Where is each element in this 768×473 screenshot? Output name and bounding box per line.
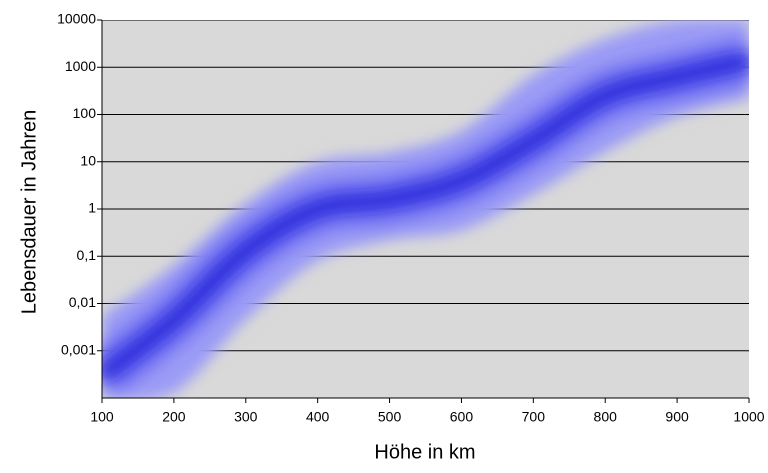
x-axis-title: Höhe in km <box>374 441 475 463</box>
median-line <box>102 55 749 380</box>
plot <box>102 20 749 398</box>
x-tick-label: 600 <box>450 409 474 425</box>
y-tick-label: 100 <box>73 105 97 121</box>
x-tick-label: 1000 <box>733 409 764 425</box>
y-tick-label: 1000 <box>65 58 96 74</box>
x-tick-label: 100 <box>90 409 114 425</box>
x-tick-label: 400 <box>306 409 330 425</box>
y-tick-label: 10000 <box>57 11 96 27</box>
y-tick-label: 10 <box>80 152 96 168</box>
x-tick-label: 700 <box>522 409 546 425</box>
x-tick-label: 900 <box>665 409 689 425</box>
x-tick-label: 500 <box>378 409 402 425</box>
x-tick-label: 200 <box>162 409 186 425</box>
y-tick-label: 1 <box>88 200 96 216</box>
x-tick-label: 800 <box>594 409 618 425</box>
y-tick-label: 0,001 <box>61 341 96 357</box>
y-tick-label: 0,01 <box>69 294 96 310</box>
x-tick-label: 300 <box>234 409 258 425</box>
y-axis-title: Lebensdauer in Jahren <box>18 110 40 315</box>
y-tick-label: 0,1 <box>77 247 97 263</box>
